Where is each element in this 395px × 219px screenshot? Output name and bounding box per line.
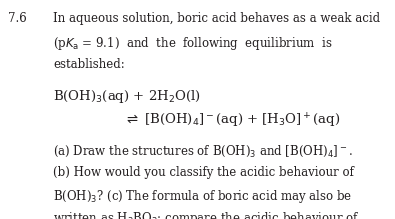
Text: $\rightleftharpoons$ [B(OH)$_4$]$^-$(aq) + [H$_3$O]$^+$(aq): $\rightleftharpoons$ [B(OH)$_4$]$^-$(aq)… — [124, 112, 341, 130]
Text: established:: established: — [53, 58, 125, 71]
Text: (p$K_\mathrm{a}$ = 9.1)  and  the  following  equilibrium  is: (p$K_\mathrm{a}$ = 9.1) and the followin… — [53, 35, 333, 52]
Text: (b) How would you classify the acidic behaviour of: (b) How would you classify the acidic be… — [53, 166, 354, 179]
Text: 7.6: 7.6 — [8, 12, 26, 25]
Text: B(OH)$_3$? (c) The formula of boric acid may also be: B(OH)$_3$? (c) The formula of boric acid… — [53, 188, 353, 205]
Text: B(OH)$_3$(aq) + 2H$_2$O(l): B(OH)$_3$(aq) + 2H$_2$O(l) — [53, 88, 201, 105]
Text: (a) Draw the structures of B(OH)$_3$ and [B(OH)$_4$]$^-$.: (a) Draw the structures of B(OH)$_3$ and… — [53, 143, 353, 159]
Text: written as H$_3$BO$_3$; compare the acidic behaviour of: written as H$_3$BO$_3$; compare the acid… — [53, 210, 360, 219]
Text: In aqueous solution, boric acid behaves as a weak acid: In aqueous solution, boric acid behaves … — [53, 12, 380, 25]
